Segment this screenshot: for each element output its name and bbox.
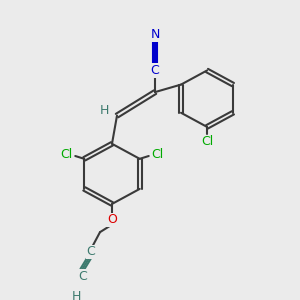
Text: Cl: Cl — [152, 148, 164, 160]
Text: N: N — [150, 28, 160, 41]
Text: H: H — [71, 290, 81, 300]
Text: C: C — [79, 270, 87, 283]
Text: H: H — [99, 104, 109, 117]
Text: Cl: Cl — [60, 148, 72, 160]
Text: C: C — [87, 245, 95, 258]
Text: Cl: Cl — [201, 135, 213, 148]
Text: C: C — [151, 64, 159, 77]
Text: O: O — [107, 213, 117, 226]
